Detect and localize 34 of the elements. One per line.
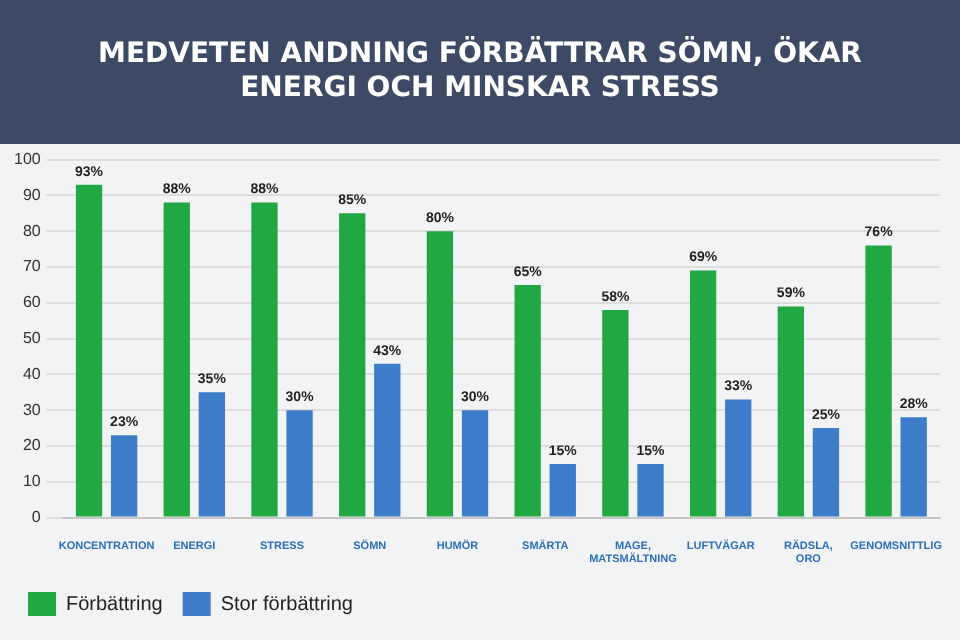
bar [198, 392, 225, 517]
bar [777, 306, 805, 517]
bar [286, 410, 313, 517]
bar [339, 213, 366, 517]
bar [812, 428, 840, 517]
bar [900, 417, 927, 517]
bar [110, 435, 138, 517]
y-tick-label: 50 [22, 329, 42, 348]
y-tick-label: 20 [22, 436, 42, 455]
bar [374, 363, 401, 517]
bar [163, 202, 190, 517]
chart-title: MEDVETEN ANDNING FÖRBÄTTRAR SÖMN, ÖKAR ENERGI OCH MINSKAR STRESS [0, 0, 960, 144]
bar [865, 245, 892, 517]
bar [251, 202, 278, 517]
bar [514, 284, 541, 517]
bar [689, 270, 717, 517]
bar [637, 463, 664, 517]
y-tick-label: 70 [22, 257, 42, 276]
bar [549, 463, 576, 517]
legend-label: Stor förbättring [220, 593, 354, 616]
y-tick-label: 90 [22, 185, 42, 204]
y-tick-label: 10 [22, 472, 42, 491]
bar [426, 231, 454, 517]
legend-label: Förbättring [66, 593, 163, 616]
bar [602, 309, 629, 517]
y-tick-label: 0 [31, 508, 42, 527]
bar [725, 399, 752, 517]
y-tick-label: 100 [13, 150, 42, 169]
bar [461, 410, 489, 517]
y-tick-label: 30 [22, 400, 42, 419]
y-tick-label: 60 [22, 293, 42, 312]
y-tick-label: 40 [22, 364, 42, 383]
y-tick-label: 80 [22, 221, 42, 240]
bar [75, 184, 103, 517]
